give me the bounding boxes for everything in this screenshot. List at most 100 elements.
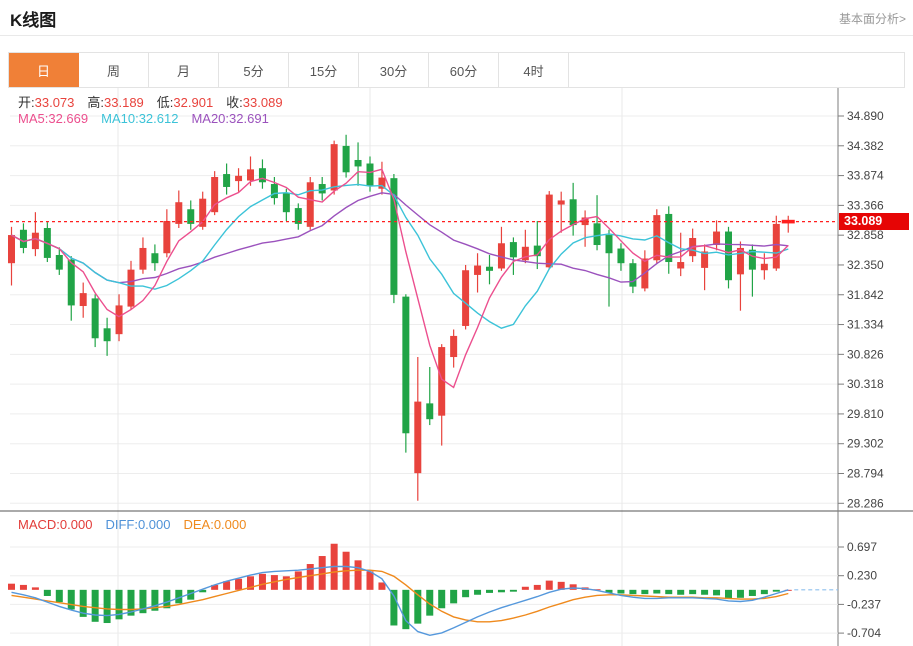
ma5-line — [11, 168, 789, 389]
macd-bar — [402, 589, 410, 630]
header-divider — [0, 35, 913, 36]
candle-body — [629, 263, 637, 287]
candle-body — [426, 403, 434, 420]
candle-body — [581, 217, 589, 226]
candle-body — [509, 242, 517, 258]
candle-body — [569, 199, 577, 226]
candle-body — [486, 266, 493, 271]
tab-5分[interactable]: 5分 — [219, 53, 289, 87]
y-axis-label: 33.874 — [847, 169, 884, 183]
tab-15分[interactable]: 15分 — [289, 53, 359, 87]
tab-周[interactable]: 周 — [79, 53, 149, 87]
candle-body — [115, 305, 123, 335]
candle-body — [497, 243, 505, 269]
y-axis-label: 31.334 — [847, 318, 884, 332]
macd-bar — [199, 589, 207, 593]
macd-bar — [31, 587, 39, 590]
y-axis-label: 28.286 — [847, 496, 884, 510]
candle-body — [521, 246, 529, 261]
macd-bar — [19, 584, 27, 590]
macd-bar — [569, 584, 577, 590]
macd-bar — [557, 581, 565, 590]
macd-bar — [354, 560, 362, 590]
macd-axis-label: 0.697 — [847, 540, 877, 554]
candle-body — [139, 247, 147, 270]
macd-bar — [211, 584, 219, 590]
macd-bar — [474, 589, 482, 595]
macd-bar — [438, 589, 446, 609]
macd-bar — [617, 589, 625, 594]
candle-body — [330, 144, 338, 191]
tab-日[interactable]: 日 — [9, 53, 79, 87]
diff-line — [11, 565, 789, 637]
macd-bar — [736, 589, 744, 598]
macd-bar — [497, 589, 505, 593]
macd-axis-label: 0.230 — [847, 569, 877, 583]
candle-body — [605, 235, 613, 254]
macd-bar — [43, 589, 51, 596]
candle-body — [163, 220, 171, 254]
candle-body — [390, 178, 398, 295]
tab-60分[interactable]: 60分 — [429, 53, 499, 87]
macd-bar — [725, 589, 732, 600]
candle-body — [713, 231, 721, 246]
candle-body — [725, 231, 732, 281]
y-axis-label: 34.382 — [847, 139, 884, 153]
candle-body — [55, 254, 63, 270]
macd-bar — [175, 589, 183, 604]
macd-bar — [713, 589, 721, 596]
candle-body — [282, 193, 290, 213]
macd-bar — [450, 589, 458, 604]
chart-canvas[interactable]: 34.890 34.382 33.874 33.366 32.858 32.350 31.8… — [0, 88, 913, 646]
candle-body — [748, 249, 756, 270]
candle-body — [342, 145, 350, 173]
candle-body — [772, 223, 780, 269]
macd-bar — [545, 580, 553, 590]
macd-bar — [486, 589, 493, 593]
macd-bar — [677, 589, 685, 595]
macd-bar — [294, 571, 302, 590]
tab-月[interactable]: 月 — [149, 53, 219, 87]
macd-bar — [247, 576, 254, 590]
fundamental-analysis-link[interactable]: 基本面分析> — [838, 12, 906, 26]
macd-bar — [91, 589, 99, 622]
macd-bar — [509, 589, 517, 592]
y-axis-label: 33.366 — [847, 198, 884, 212]
candle-body — [91, 298, 99, 339]
candle-body — [760, 263, 768, 271]
y-axis-label: 34.890 — [847, 109, 884, 123]
macd-bar — [67, 589, 75, 610]
candle-body — [67, 259, 75, 306]
macd-bar — [426, 589, 434, 616]
macd-bar — [748, 589, 756, 596]
y-axis-label: 30.318 — [847, 377, 884, 391]
macd-bar — [306, 564, 314, 590]
macd-bar — [223, 581, 231, 590]
macd-bar — [760, 589, 768, 595]
y-axis-label: 29.302 — [847, 437, 884, 451]
candle-body — [545, 194, 553, 268]
candle-body — [701, 251, 709, 268]
candle-body — [306, 182, 314, 227]
y-axis-label: 28.794 — [847, 467, 884, 481]
y-axis-label: 31.842 — [847, 288, 884, 302]
tab-4时[interactable]: 4时 — [499, 53, 569, 87]
macd-bar — [689, 589, 697, 595]
y-axis-label: 29.810 — [847, 407, 884, 421]
macd-bar — [282, 576, 290, 590]
y-axis-label: 32.350 — [847, 258, 884, 272]
macd-bar — [151, 589, 159, 611]
candle-body — [438, 347, 446, 416]
candle-body — [175, 202, 183, 224]
macd-bar — [641, 589, 649, 595]
page-title: K线图 — [10, 11, 57, 30]
tab-30分[interactable]: 30分 — [359, 53, 429, 87]
current-price-marker — [781, 219, 795, 224]
candle-body — [258, 168, 266, 183]
candle-body — [653, 215, 661, 261]
candle-body — [19, 229, 27, 248]
candle-body — [294, 208, 302, 224]
macd-bar — [318, 556, 326, 590]
candle-body — [593, 223, 601, 246]
